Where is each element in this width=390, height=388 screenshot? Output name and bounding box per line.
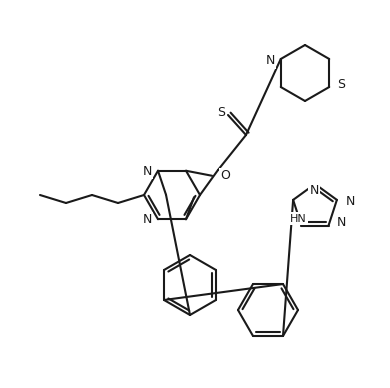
Text: S: S [337, 78, 345, 92]
Text: S: S [217, 106, 225, 118]
Text: N: N [337, 216, 346, 229]
Text: O: O [220, 169, 230, 182]
Text: N: N [143, 213, 152, 226]
Text: N: N [309, 185, 319, 197]
Text: N: N [346, 196, 355, 208]
Text: N: N [143, 165, 152, 178]
Text: HN: HN [290, 214, 307, 223]
Text: N: N [265, 54, 275, 68]
